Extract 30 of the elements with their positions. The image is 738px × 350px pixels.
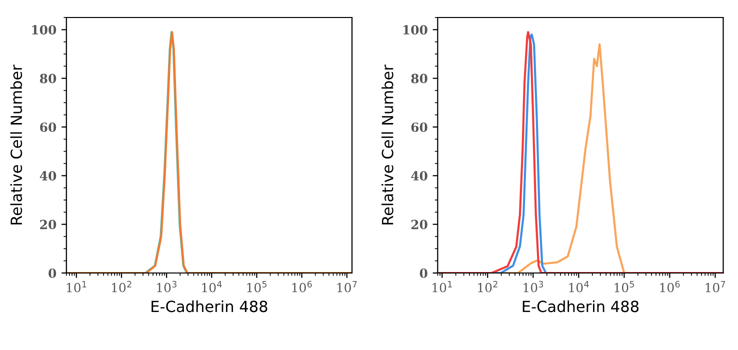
y-tick-label: 80 (411, 74, 428, 84)
y-tick-label: 0 (48, 268, 56, 278)
x-tick-label: 10$^{2}$ (112, 280, 132, 292)
y-tick-label: 80 (40, 74, 56, 84)
x-tick-label: 10$^{2}$ (478, 280, 498, 292)
x-axis-title: E-Cadherin 488 (152, 300, 268, 312)
y-tick-label: 100 (32, 25, 56, 35)
x-tick-label: 10$^{6}$ (660, 280, 680, 292)
y-tick-label: 60 (40, 122, 56, 132)
y-tick-label: 20 (411, 220, 428, 230)
x-tick-label: 10$^{5}$ (614, 280, 634, 292)
x-tick-label: 10$^{3}$ (157, 280, 176, 292)
y-tick-label: 40 (411, 171, 428, 181)
y-tick-label: 40 (40, 171, 56, 181)
x-tick-label: 10$^{7}$ (337, 280, 357, 292)
x-tick-label: 10$^{7}$ (706, 280, 726, 292)
x-tick-label: 10$^{4}$ (569, 280, 589, 292)
y-axis-title: Relative Cell Number (10, 64, 22, 224)
x-tick-label: 10$^{1}$ (432, 280, 452, 292)
x-tick-label: 10$^{5}$ (247, 280, 267, 292)
y-tick-label: 0 (420, 268, 428, 278)
y-tick-label: 100 (403, 25, 428, 35)
y-tick-label: 60 (411, 122, 428, 132)
x-tick-label: 10$^{3}$ (524, 280, 544, 292)
y-axis-title: Relative Cell Number (382, 64, 394, 224)
y-tick-label: 20 (40, 220, 56, 230)
x-tick-label: 10$^{6}$ (292, 280, 312, 292)
x-axis-title: E-Cadherin 488 (522, 300, 639, 312)
x-tick-label: 10$^{4}$ (202, 280, 222, 292)
x-tick-label: 10$^{1}$ (66, 280, 86, 292)
